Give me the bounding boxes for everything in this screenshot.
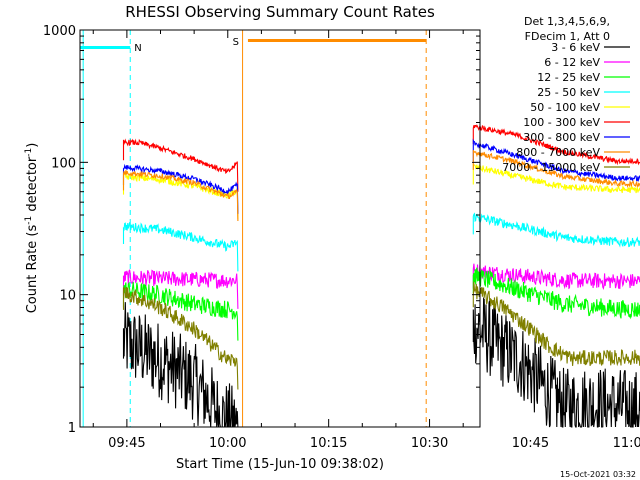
legend-entry-label: 50 - 100 keV bbox=[530, 101, 600, 114]
series-12-25keV bbox=[122, 267, 640, 341]
series-300-800keV bbox=[122, 138, 640, 214]
series-line bbox=[122, 172, 239, 220]
x-tick-label: 10:00 bbox=[209, 436, 246, 451]
series-line bbox=[122, 163, 239, 214]
plot-frame bbox=[79, 29, 481, 428]
legend-entry-label: 7000 - 15000 keV bbox=[502, 161, 600, 174]
series-line bbox=[472, 149, 640, 188]
y-tick-label: 1 bbox=[68, 421, 76, 436]
y-axis-label-part: ) bbox=[25, 143, 40, 148]
series-6-12keV bbox=[122, 263, 640, 309]
y-axis: 1 10 100 1000 bbox=[43, 24, 480, 436]
series-line bbox=[122, 170, 239, 222]
legend-header: FDecim 1, Att 0 bbox=[525, 30, 610, 43]
series-3-6keV bbox=[122, 297, 640, 428]
series-800-7000keV bbox=[122, 149, 640, 222]
y-axis-label-part: -1 bbox=[24, 216, 34, 225]
series-line bbox=[472, 124, 640, 166]
legend-header: Det 1,3,4,5,6,9, bbox=[524, 15, 610, 28]
series-line bbox=[472, 263, 640, 290]
legend-entry-label: 12 - 25 keV bbox=[537, 71, 600, 84]
night-label: N bbox=[134, 43, 141, 54]
series-line bbox=[122, 286, 239, 390]
x-axis-label: Start Time (15-Jun-10 09:38:02) bbox=[176, 457, 384, 472]
saa-label: S bbox=[233, 37, 239, 48]
series-7000-15000keV bbox=[122, 281, 640, 390]
series-line bbox=[122, 222, 239, 272]
series-line bbox=[472, 281, 640, 367]
legend-entry-label: 3 - 6 keV bbox=[551, 41, 600, 54]
x-tick-label: 10:30 bbox=[411, 436, 448, 451]
y-tick-label: 10 bbox=[59, 289, 76, 304]
series-line bbox=[472, 297, 640, 428]
series-100-300keV bbox=[122, 124, 640, 192]
legend-entry-label: 6 - 12 keV bbox=[544, 56, 600, 69]
x-tick-label: 10:45 bbox=[512, 436, 549, 451]
chart-title: RHESSI Observing Summary Count Rates bbox=[125, 3, 435, 21]
y-axis-label-part: detector bbox=[25, 156, 40, 216]
series-line bbox=[122, 281, 239, 341]
generated-timestamp: 15-Oct-2021 03:32 bbox=[560, 470, 636, 479]
y-axis-label: Count Rate (s-1 detector-1) bbox=[24, 143, 40, 314]
legend-entry-label: 25 - 50 keV bbox=[537, 86, 600, 99]
saa-interval-bar bbox=[247, 39, 427, 42]
y-axis-label-part: -1 bbox=[24, 148, 34, 157]
y-tick-label: 1000 bbox=[43, 24, 76, 39]
x-tick-label: 09:45 bbox=[108, 436, 145, 451]
series-line bbox=[472, 267, 640, 320]
legend-entry-label: 800 - 7000 keV bbox=[516, 146, 600, 159]
series-line bbox=[472, 212, 640, 248]
series-line bbox=[122, 138, 239, 192]
series-line bbox=[472, 138, 640, 183]
series-line bbox=[472, 163, 640, 194]
x-tick-label: 10:15 bbox=[310, 436, 347, 451]
series-line bbox=[122, 269, 239, 309]
legend: Det 1,3,4,5,6,9, FDecim 1, Att 03 - 6 keV… bbox=[502, 15, 630, 174]
series-50-100keV bbox=[122, 163, 640, 220]
plot-area: NS bbox=[80, 30, 640, 428]
series-25-50keV bbox=[122, 212, 640, 272]
night-interval-bar bbox=[80, 46, 131, 49]
legend-entry-label: 300 - 800 keV bbox=[523, 131, 600, 144]
y-tick-label: 100 bbox=[51, 156, 76, 171]
y-axis-label-part: Count Rate (s bbox=[25, 225, 40, 314]
x-tick-label: 11:00 bbox=[613, 436, 640, 451]
series-line bbox=[122, 302, 239, 428]
legend-entry-label: 100 - 300 keV bbox=[523, 116, 600, 129]
